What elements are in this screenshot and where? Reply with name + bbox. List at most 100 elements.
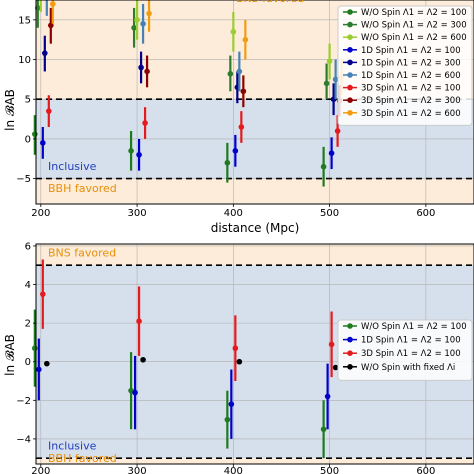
legend-swatch-marker [347, 9, 353, 15]
bns-favored-zone [36, 244, 474, 266]
x-tick-label: 400 [224, 466, 243, 474]
series-3 [40, 259, 335, 382]
x-tick-label: 300 [128, 466, 147, 474]
data-point [40, 291, 46, 297]
legend-entry: 3D Spin Λ1 = Λ2 = 600 [361, 109, 461, 119]
y-tick-label: 0 [25, 134, 31, 145]
series-1 [32, 309, 327, 459]
data-point [32, 345, 38, 352]
bns-favored-label: BNS favored [236, 0, 304, 5]
data-point [136, 151, 142, 158]
data-point [136, 318, 142, 324]
data-point [240, 88, 247, 95]
series-4 [44, 356, 339, 371]
legend-entry: W/O Spin Λ1 = Λ2 = 100 [361, 322, 467, 332]
y-tick-label: −2 [16, 396, 31, 407]
data-point [134, 17, 140, 23]
series-4 [40, 127, 335, 171]
y-tick-label: 6 [25, 241, 31, 252]
plot-frame [35, 0, 474, 205]
legend: W/O Spin Λ1 = Λ2 = 100 W/O Spin Λ1 = Λ2 =… [337, 5, 473, 126]
data-point [332, 76, 339, 83]
bbh-favored-zone [36, 458, 474, 464]
bbh-favored-label: BBH favored [48, 182, 117, 195]
plot-frame [35, 243, 474, 465]
y-tick-label: 10 [18, 55, 31, 66]
inclusive-label: Inclusive [48, 160, 97, 173]
legend-box [337, 5, 473, 126]
data-point [142, 120, 148, 126]
x-tick-label: 200 [31, 466, 50, 474]
bottom-chart-panel: −4 −2 0 2 4 6 200 300 400 500 600 ln 𝓑AB BNS favor… [3, 241, 474, 474]
x-tick-label: 600 [416, 466, 435, 474]
data-point [328, 150, 335, 156]
data-point [236, 358, 243, 365]
data-point [46, 108, 52, 114]
data-point [42, 50, 48, 56]
legend-swatch-marker [347, 97, 353, 103]
data-point [328, 341, 335, 348]
data-point [323, 80, 330, 87]
legend-box [337, 319, 473, 381]
data-point [232, 345, 239, 352]
legend-swatch-marker [347, 34, 353, 40]
data-point [128, 148, 134, 154]
series-5 [42, 35, 337, 116]
x-tick-label: 400 [224, 208, 243, 219]
data-point [320, 163, 327, 170]
bbh-favored-label: BBH favored [48, 452, 117, 465]
legend-entry: 1D Spin Λ1 = Λ2 = 100 [361, 336, 461, 346]
y-tick-label: 15 [18, 15, 31, 26]
x-tick-label: 200 [31, 208, 50, 219]
y-tick-label: −5 [16, 174, 31, 185]
y-axis-label: ln 𝓑AB [3, 89, 17, 131]
legend-entry: W/O Spin Λ1 = Λ2 = 600 [361, 33, 467, 43]
inclusive-label: Inclusive [48, 440, 97, 453]
legend-entry: 1D Spin Λ1 = Λ2 = 100 [361, 46, 461, 56]
y-tick-label: 0 [25, 357, 31, 368]
data-point [138, 64, 144, 71]
data-point [131, 24, 137, 31]
series-2 [36, 338, 331, 439]
x-tick-label: 500 [320, 466, 339, 474]
legend-swatch-marker [347, 336, 353, 343]
legend-swatch-marker [347, 323, 353, 329]
y-tick-label: −4 [16, 434, 31, 445]
legend-entry: 1D Spin Λ1 = Λ2 = 300 [361, 58, 461, 68]
data-point [230, 28, 237, 35]
series-1 [32, 115, 327, 187]
data-point [238, 124, 245, 130]
data-point [236, 68, 243, 75]
x-tick-label: 600 [416, 208, 435, 219]
data-point [36, 366, 42, 373]
data-point [326, 58, 333, 64]
data-point [144, 68, 150, 75]
legend-swatch-marker [347, 59, 353, 66]
data-point [146, 10, 152, 17]
legend-swatch-marker [347, 21, 353, 28]
data-point [332, 364, 339, 371]
data-point [50, 1, 56, 7]
top-chart-panel: −5 0 5 10 15 200 300 400 500 600 distance (Mpc) l… [3, 0, 474, 235]
legend-entry: W/O Spin Λ1 = Λ2 = 100 [361, 8, 467, 18]
data-point [242, 36, 249, 43]
bbh-favored-zone [36, 178, 474, 204]
legend-swatch-marker [347, 47, 353, 53]
x-axis-label: distance (Mpc) [211, 221, 300, 235]
series-2 [35, 0, 330, 100]
data-point [320, 426, 327, 433]
data-point [140, 356, 146, 363]
data-point [228, 401, 235, 407]
legend-entry: 3D Spin Λ1 = Λ2 = 100 [361, 349, 461, 359]
legend-swatch-marker [347, 364, 353, 370]
x-tick-label: 500 [320, 208, 339, 219]
y-tick-label: 4 [25, 280, 31, 291]
data-point [44, 360, 50, 367]
data-point [227, 71, 234, 77]
legend-entry: W/O Spin Λ1 = Λ2 = 300 [361, 21, 467, 31]
x-tick-label: 300 [128, 208, 147, 219]
data-point [224, 159, 231, 166]
data-point [324, 393, 331, 400]
legend-swatch-marker [347, 72, 353, 78]
